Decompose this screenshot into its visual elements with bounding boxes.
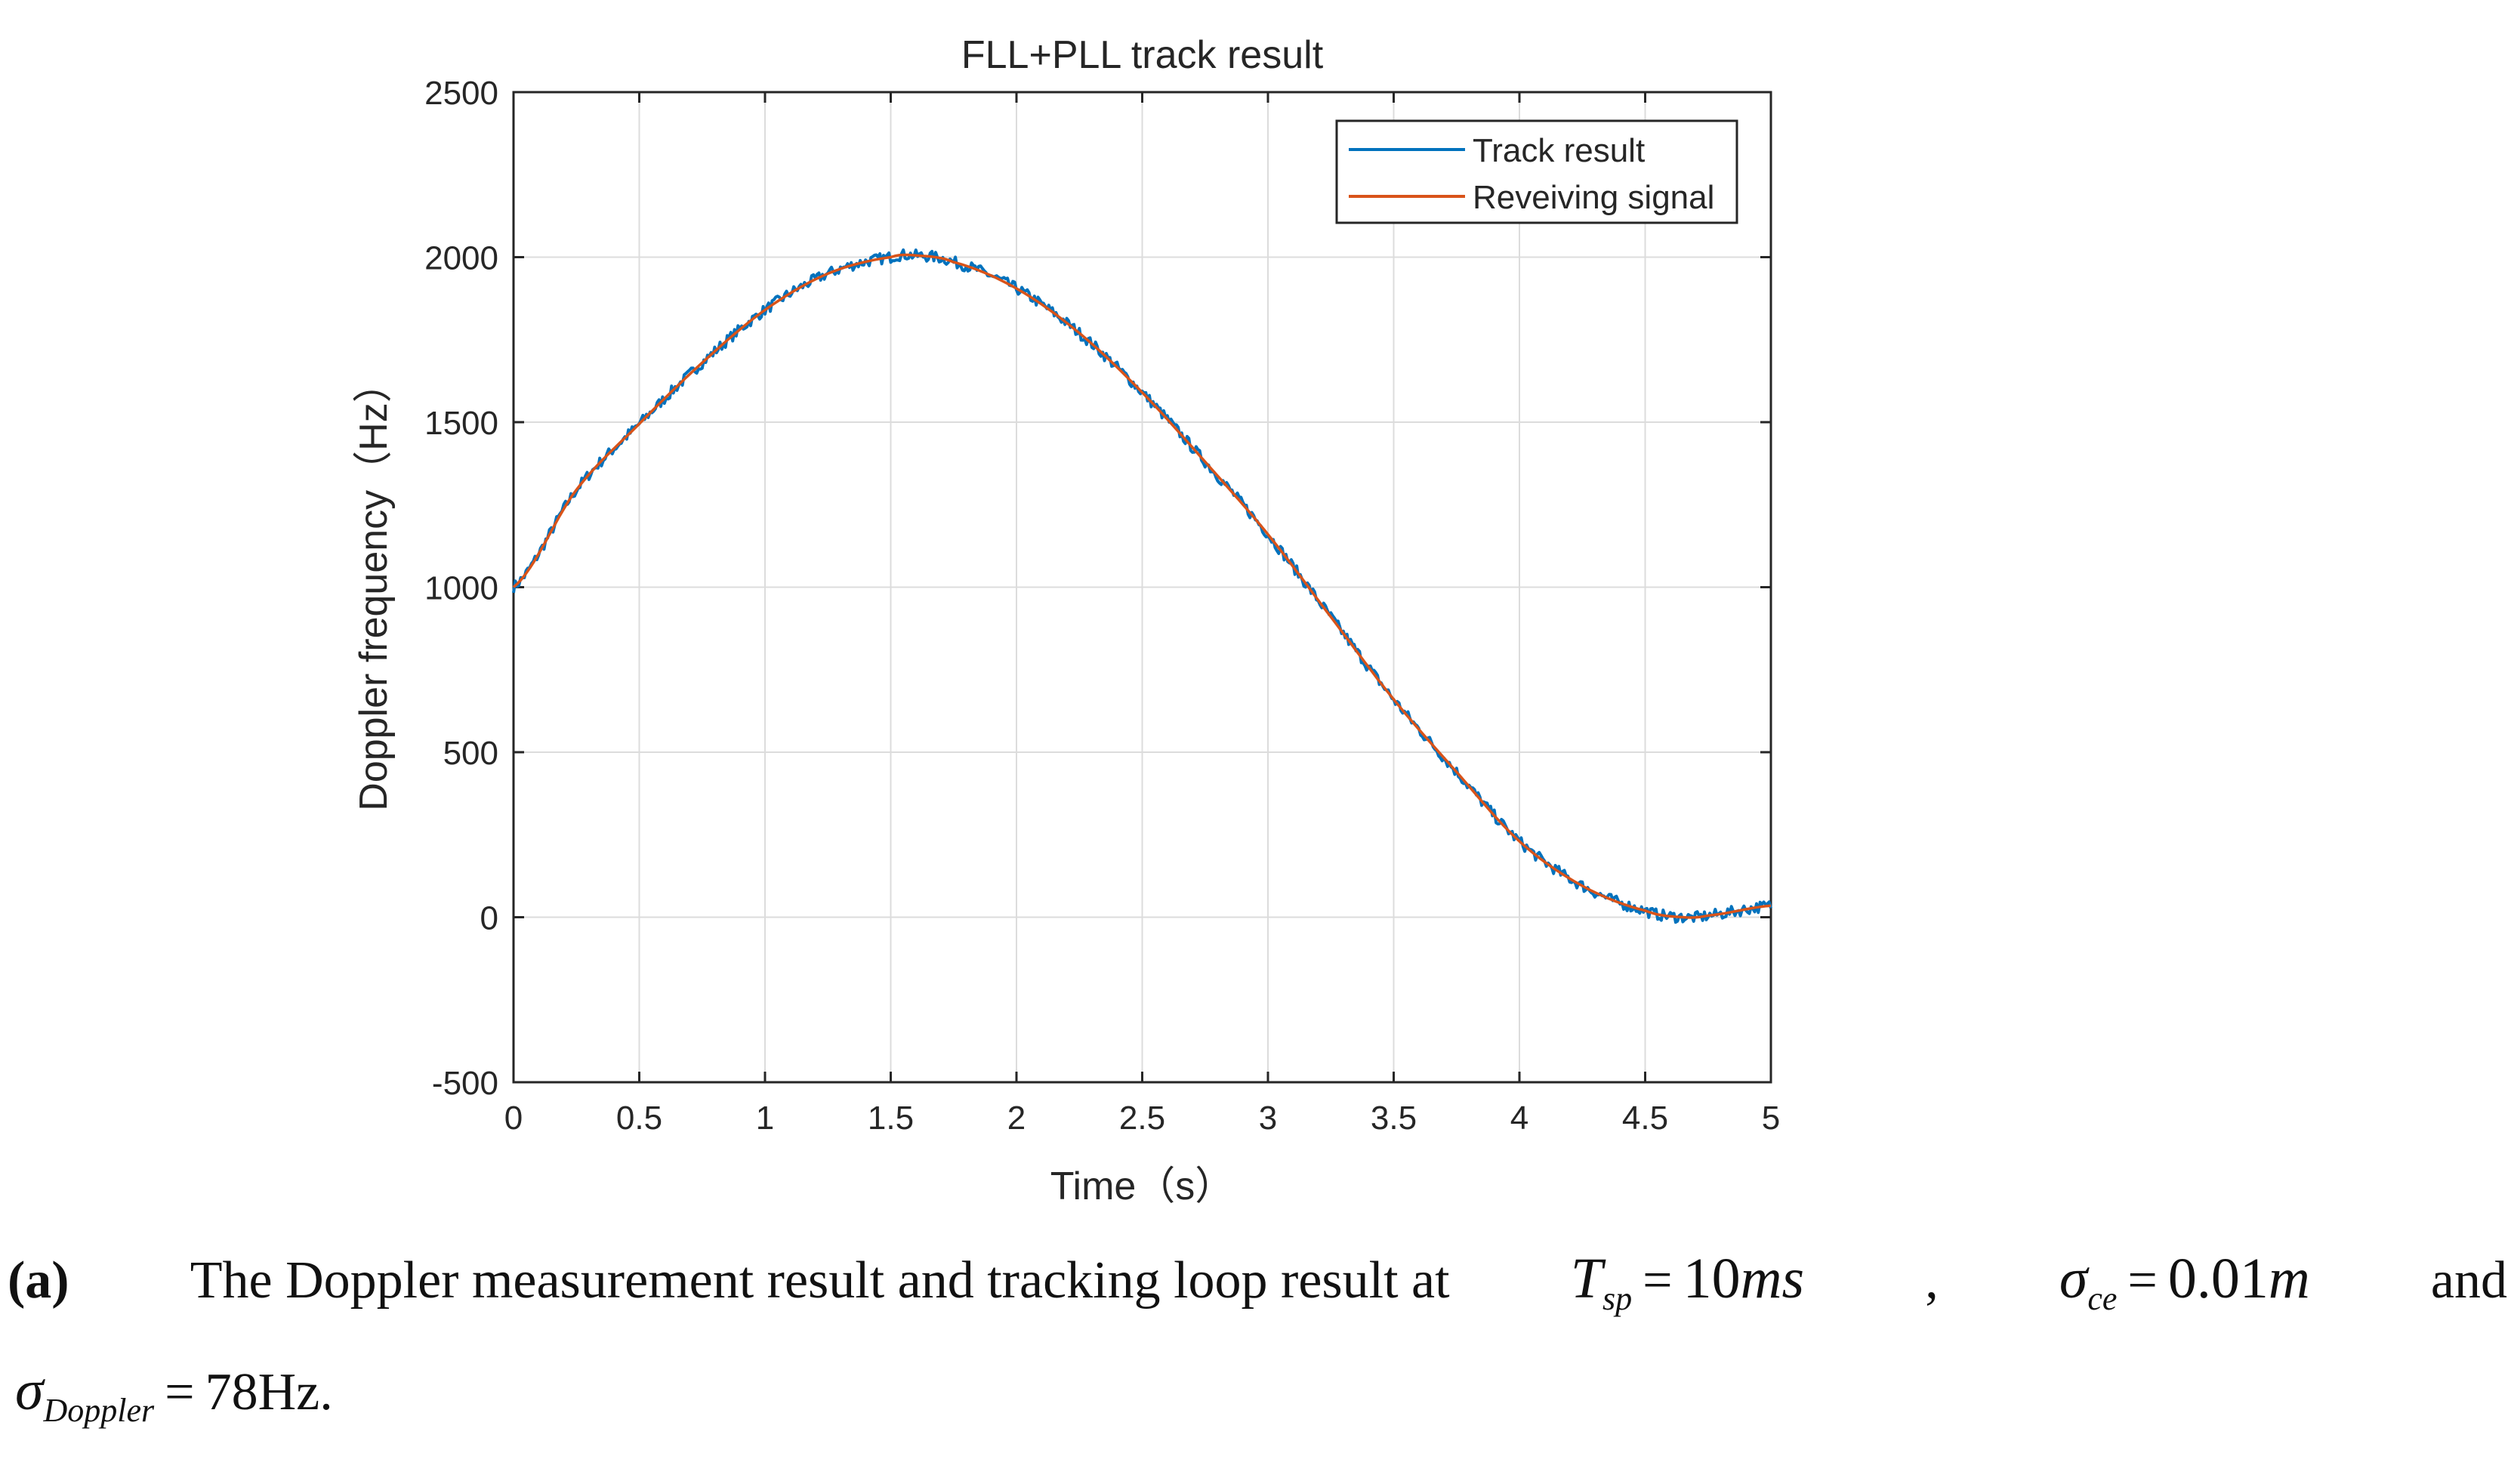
caption-line-2: σDoppler = 78Hz. (15, 1358, 333, 1430)
series-group (512, 248, 1772, 924)
legend: Track result Reveiving signal (1335, 119, 1738, 224)
y-tick-label: 0 (480, 900, 498, 937)
x-axis-label: Time（s） (1050, 1165, 1235, 1208)
legend-label-0: Track result (1473, 132, 1645, 169)
caption-text: The Doppler measurement result and track… (190, 1251, 1450, 1310)
x-tick-label: 4 (1510, 1100, 1528, 1137)
x-tick-label: 1 (756, 1100, 774, 1137)
y-tick-label: 2000 (424, 240, 498, 277)
y-tick-label: 2500 (424, 75, 498, 112)
y-tick-label: 1500 (424, 405, 498, 442)
y-tick-label: -500 (432, 1065, 498, 1102)
chart-title: FLL+PLL track result (961, 33, 1324, 77)
x-tick-label: 2 (1007, 1100, 1026, 1137)
y-tick-label: 500 (443, 735, 498, 772)
x-tick-label: 4.5 (1622, 1100, 1668, 1137)
caption-separator: , (1925, 1251, 1939, 1310)
caption-and: and (2430, 1251, 2507, 1310)
x-tick-label: 2.5 (1119, 1100, 1165, 1137)
caption-line-1: (a) The Doppler measurement result and t… (8, 1246, 2507, 1318)
x-tick-label: 0 (504, 1100, 523, 1137)
x-tick-label: 3.5 (1371, 1100, 1417, 1137)
x-tick-label: 3 (1259, 1100, 1277, 1137)
y-axis-label: Doppler frequency（Hz） (352, 363, 396, 810)
x-tick-label: 0.5 (616, 1100, 662, 1137)
legend-label-1: Reveiving signal (1473, 179, 1714, 216)
x-tick-label: 5 (1762, 1100, 1780, 1137)
caption-t-expression: Tsp = 10ms (1570, 1247, 1805, 1317)
axis-ticks: 0 0.5 1 1.5 2 2.5 3 3.5 4 4.5 5-500050010001500200… (424, 75, 1780, 1137)
caption-label: (a) (8, 1251, 69, 1310)
y-tick-label: 1000 (424, 570, 498, 607)
series-line-1 (512, 253, 1772, 919)
legend-box (1335, 119, 1738, 224)
caption-sigma-doppler-expression: σDoppler = 78Hz. (15, 1359, 333, 1429)
x-tick-label: 1.5 (868, 1100, 914, 1137)
caption-sigma-ce-expression: σce = 0.01m (2059, 1247, 2310, 1317)
